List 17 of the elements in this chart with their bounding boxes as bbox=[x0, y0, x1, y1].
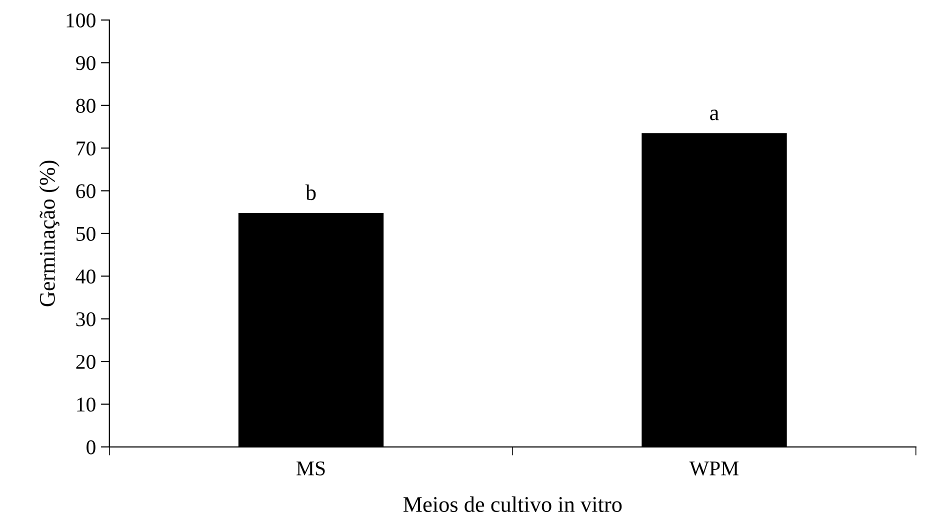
y-tick-label: 80 bbox=[76, 98, 96, 113]
x-tick-label: WPM bbox=[689, 462, 739, 476]
y-tick-label: 100 bbox=[66, 13, 96, 28]
y-tick-label: 90 bbox=[76, 56, 96, 70]
annotation: a bbox=[710, 110, 719, 120]
y-tick-label: 10 bbox=[77, 398, 96, 412]
y-tick-label: 40 bbox=[76, 270, 96, 284]
y-tick-label: 70 bbox=[76, 141, 96, 156]
y-axis-title: Germinação (%) bbox=[39, 160, 60, 306]
y-tick-label: 30 bbox=[76, 312, 96, 326]
y-tick-label: 0 bbox=[86, 440, 96, 454]
y-tick-label: 60 bbox=[76, 184, 96, 198]
y-tick-label: 50 bbox=[76, 226, 96, 241]
y-tick-label: 20 bbox=[76, 354, 96, 369]
x-axis-title: Meios de cultivo in vitro bbox=[403, 496, 622, 512]
annotation: b bbox=[305, 184, 316, 200]
x-tick-label: MS bbox=[296, 461, 325, 476]
